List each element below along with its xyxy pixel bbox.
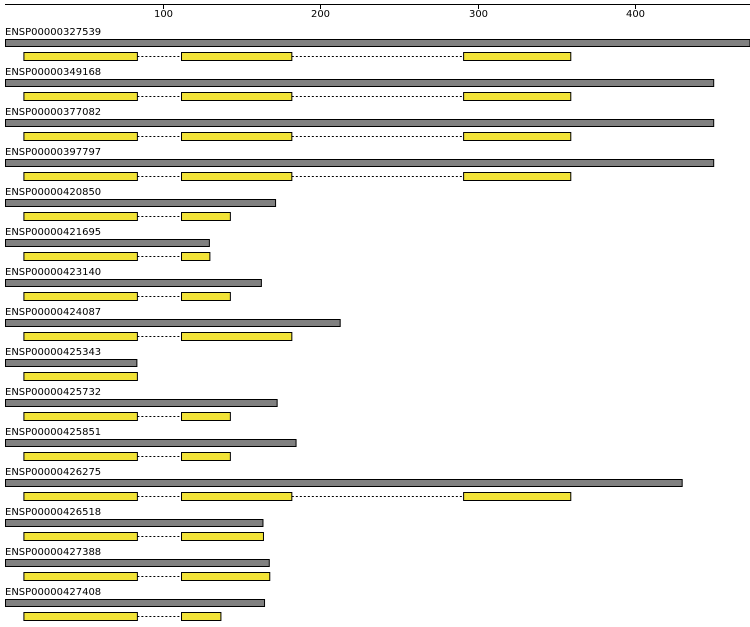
exon-block [23, 572, 138, 581]
exon-block [181, 612, 222, 621]
protein-row: ENSP00000423140 [5, 267, 262, 301]
protein-id-label: ENSP00000421695 [5, 227, 101, 238]
exon-block [181, 132, 293, 141]
protein-id-label: ENSP00000423140 [5, 267, 101, 278]
exon-block [23, 92, 138, 101]
exon-block [23, 332, 138, 341]
exon-block [181, 292, 231, 301]
exon-block [23, 532, 138, 541]
exon-block [23, 292, 138, 301]
protein-length-bar [5, 599, 266, 607]
exon-block [181, 92, 293, 101]
protein-row: ENSP00000425851 [5, 427, 297, 461]
exon-block [23, 52, 138, 61]
protein-row: ENSP00000425343 [5, 347, 138, 381]
protein-length-bar [5, 79, 715, 87]
exon-block [23, 212, 138, 221]
protein-id-label: ENSP00000427408 [5, 587, 101, 598]
exon-block [23, 492, 138, 501]
scale-axis: 100 200 300 400 [5, 4, 750, 20]
protein-length-bar [5, 519, 264, 527]
protein-length-bar [5, 439, 297, 447]
exon-block [181, 572, 271, 581]
protein-id-label: ENSP00000425732 [5, 387, 101, 398]
protein-row: ENSP00000327539 [5, 27, 750, 61]
exon-block [463, 92, 572, 101]
protein-length-bar [5, 559, 270, 567]
exon-block [23, 412, 138, 421]
protein-rows: ENSP00000327539 ENSP00000349168 ENSP000003… [5, 27, 750, 621]
exon-block [463, 492, 572, 501]
protein-row: ENSP00000349168 [5, 67, 715, 101]
protein-row: ENSP00000425732 [5, 387, 278, 421]
protein-length-bar [5, 159, 715, 167]
exon-block [23, 452, 138, 461]
protein-id-label: ENSP00000425851 [5, 427, 101, 438]
protein-id-label: ENSP00000397797 [5, 147, 101, 158]
exon-block [181, 332, 293, 341]
protein-id-label: ENSP00000424087 [5, 307, 101, 318]
exon-block [181, 172, 293, 181]
exon-block [181, 212, 231, 221]
scale-tick-label: 100 [154, 9, 173, 20]
protein-row: ENSP00000426518 [5, 507, 264, 541]
protein-row: ENSP00000420850 [5, 187, 277, 221]
protein-id-label: ENSP00000327539 [5, 27, 101, 38]
exon-block [23, 612, 138, 621]
exon-block [181, 492, 293, 501]
protein-length-bar [5, 359, 138, 367]
protein-length-bar [5, 119, 715, 127]
exon-block [463, 132, 572, 141]
protein-length-bar [5, 399, 278, 407]
protein-row: ENSP00000421695 [5, 227, 211, 261]
protein-row: ENSP00000426275 [5, 467, 683, 501]
exon-block [463, 52, 572, 61]
exon-block [181, 532, 264, 541]
scale-tick-label: 300 [469, 9, 488, 20]
protein-length-bar [5, 239, 210, 247]
protein-length-bar [5, 199, 277, 207]
scale-tick-label: 400 [626, 9, 645, 20]
protein-length-bar [5, 279, 262, 287]
protein-id-label: ENSP00000420850 [5, 187, 101, 198]
protein-id-label: ENSP00000426518 [5, 507, 101, 518]
exon-block [181, 452, 231, 461]
exon-block [23, 372, 138, 381]
exon-block [23, 132, 138, 141]
protein-id-label: ENSP00000377082 [5, 107, 101, 118]
scale-tick-label: 200 [311, 9, 330, 20]
exon-block [181, 52, 293, 61]
protein-row: ENSP00000397797 [5, 147, 715, 181]
protein-length-bar [5, 319, 341, 327]
protein-length-bar [5, 479, 683, 487]
protein-length-bar [5, 39, 750, 47]
protein-id-label: ENSP00000425343 [5, 347, 101, 358]
exon-block [23, 172, 138, 181]
exon-block [181, 412, 231, 421]
protein-row: ENSP00000377082 [5, 107, 715, 141]
protein-row: ENSP00000424087 [5, 307, 341, 341]
protein-row: ENSP00000427388 [5, 547, 271, 581]
protein-row: ENSP00000427408 [5, 587, 266, 621]
protein-id-label: ENSP00000349168 [5, 67, 101, 78]
exon-block [181, 252, 211, 261]
protein-id-label: ENSP00000427388 [5, 547, 101, 558]
protein-id-label: ENSP00000426275 [5, 467, 101, 478]
exon-block [463, 172, 572, 181]
exon-block [23, 252, 138, 261]
